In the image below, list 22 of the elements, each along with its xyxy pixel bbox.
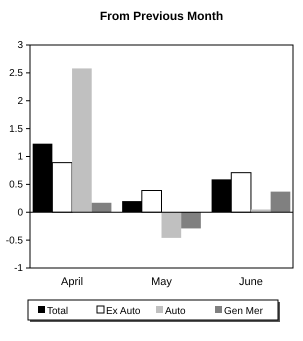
bar — [270, 192, 290, 212]
y-tick-label: 1 — [17, 152, 24, 163]
y-tick-label: 0.5 — [9, 180, 24, 191]
legend-label: Total — [47, 306, 68, 317]
bar — [162, 212, 182, 238]
legend-label: Ex Auto — [106, 306, 141, 317]
x-tick-label: April — [61, 276, 84, 288]
y-tick-label: 2 — [17, 96, 24, 107]
x-tick-label: May — [151, 276, 172, 288]
bar — [72, 68, 92, 212]
y-tick-label: 1.5 — [9, 124, 24, 135]
y-tick-label: -1 — [14, 263, 24, 274]
chart-title: From Previous Month — [100, 9, 224, 23]
y-tick-label: 3 — [17, 40, 24, 52]
y-tick-label: 0 — [17, 207, 24, 218]
bar — [92, 202, 112, 212]
x-tick-label: June — [239, 276, 263, 288]
legend-label: Auto — [165, 306, 186, 317]
y-tick-label: 2.5 — [9, 68, 24, 80]
legend-label: Gen Mer — [224, 306, 264, 317]
y-tick-label: -0.5 — [6, 235, 24, 246]
bar — [181, 212, 201, 228]
